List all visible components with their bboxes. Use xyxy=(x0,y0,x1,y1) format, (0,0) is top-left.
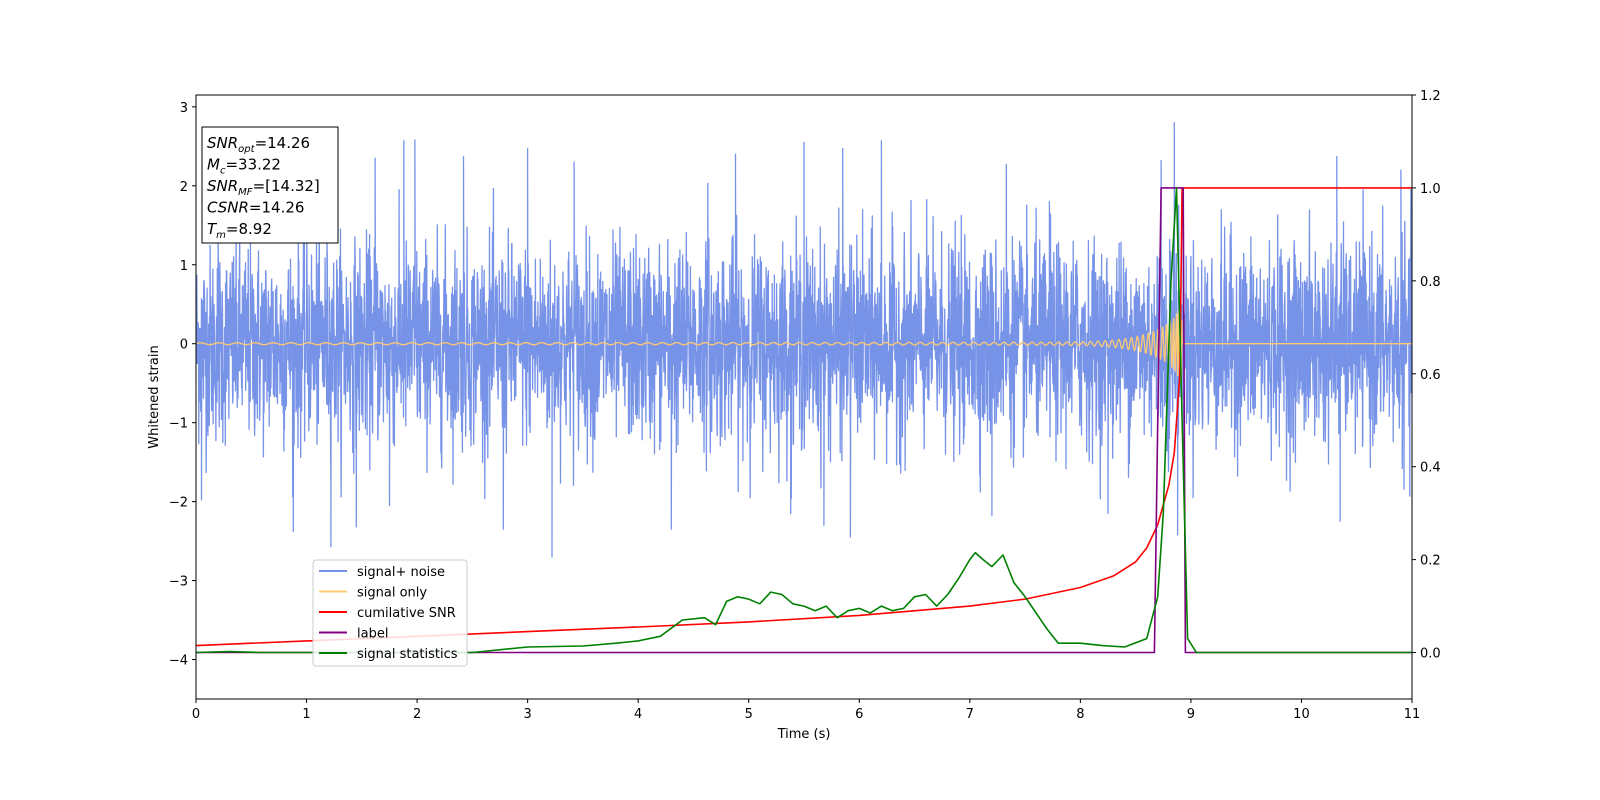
legend-label: signal statistics xyxy=(357,647,458,662)
legend-label: label xyxy=(357,627,388,642)
x-tick-label: 2 xyxy=(413,707,421,722)
y2-tick-label: 1.2 xyxy=(1420,89,1441,104)
y2-tick-label: 0.4 xyxy=(1420,461,1441,476)
y-tick-label: −2 xyxy=(169,496,188,511)
annotation-line: Mc=33.22 xyxy=(207,156,281,177)
plot-frame xyxy=(195,94,1413,700)
legend-label: signal+ noise xyxy=(357,565,445,580)
series-cumilative-snr xyxy=(196,187,1412,647)
y-tick-label: −4 xyxy=(169,654,188,669)
y-tick-label: −3 xyxy=(169,575,188,590)
legend-frame xyxy=(312,559,468,667)
x-tick-label: 8 xyxy=(1076,707,1084,722)
x-tick-label: 11 xyxy=(1404,707,1421,722)
y2-tick-label: 0.2 xyxy=(1420,554,1441,569)
legend-label: cumilative SNR xyxy=(357,606,456,621)
annotation-frame xyxy=(201,126,339,244)
y-axis-label: Whitened strain xyxy=(147,345,162,448)
series-signal-only xyxy=(196,308,1412,380)
y2-tick-label: 0.0 xyxy=(1420,647,1441,662)
x-tick-label: 10 xyxy=(1293,707,1310,722)
y2-tick-label: 1.0 xyxy=(1420,182,1441,197)
x-tick-label: 5 xyxy=(745,707,753,722)
x-tick-label: 6 xyxy=(855,707,863,722)
x-tick-label: 0 xyxy=(192,707,200,722)
stats-annotation-box: SNRopt=14.26Mc=33.22SNRMF=[14.32]CSNR=14… xyxy=(201,126,339,244)
legend: signal+ noise signal only cumilative SNR la… xyxy=(312,559,468,667)
y-tick-label: 3 xyxy=(180,101,188,116)
y-tick-label: −1 xyxy=(169,417,188,432)
x-tick-label: 1 xyxy=(302,707,310,722)
series-layer xyxy=(196,121,1412,654)
x-axis-label: Time (s) xyxy=(777,727,831,742)
x-tick-label: 7 xyxy=(966,707,974,722)
annotation-line: SNRMF=[14.32] xyxy=(207,177,320,198)
y-axis-left: −4 −3 −2 −1 0 1 2 3 xyxy=(169,101,196,669)
y2-tick-label: 0.8 xyxy=(1420,275,1441,290)
x-tick-label: 9 xyxy=(1187,707,1195,722)
y-axis-right: 0.0 0.2 0.4 0.6 0.8 1.0 1.2 xyxy=(1412,89,1441,662)
x-tick-label: 3 xyxy=(523,707,531,722)
y-tick-label: 0 xyxy=(180,338,188,353)
x-axis: 0 1 2 3 4 5 6 7 8 9 10 11 xyxy=(192,699,1420,722)
y-tick-label: 1 xyxy=(180,259,188,274)
series-signal-statistics xyxy=(196,187,1412,654)
series-signal-plus-noise xyxy=(196,121,1412,558)
legend-label: signal only xyxy=(357,586,427,601)
y2-tick-label: 0.6 xyxy=(1420,368,1441,383)
annotation-line: SNRopt=14.26 xyxy=(207,134,310,155)
x-tick-label: 4 xyxy=(634,707,642,722)
annotation-line: Tm=8.92 xyxy=(207,220,272,241)
y-tick-label: 2 xyxy=(180,180,188,195)
annotation-line: CSNR=14.26 xyxy=(207,199,304,217)
